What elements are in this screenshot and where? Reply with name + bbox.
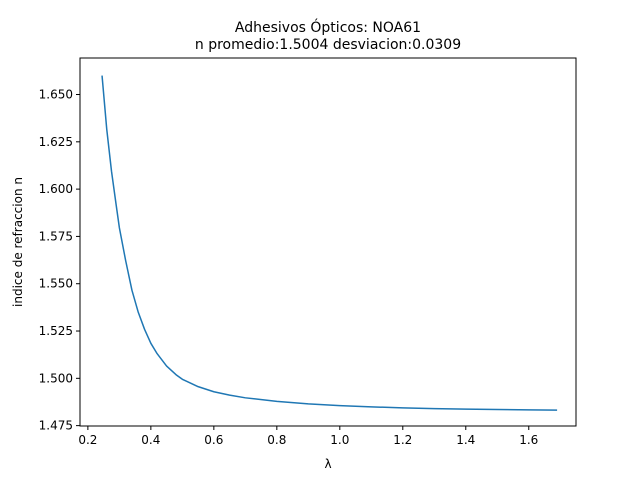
x-tick-label: 1.2 <box>393 433 412 447</box>
chart-subtitle: n promedio:1.5004 desviacion:0.0309 <box>195 37 461 53</box>
x-tick-label: 0.2 <box>78 433 97 447</box>
y-tick-label: 1.550 <box>39 277 73 291</box>
plot-area <box>79 57 577 427</box>
y-tick-label: 1.600 <box>39 182 73 196</box>
series-line-0 <box>101 75 558 411</box>
y-tick-label: 1.575 <box>39 229 73 243</box>
series-layer <box>101 75 558 411</box>
x-tick-label: 1.4 <box>456 433 475 447</box>
x-tick-label: 1.0 <box>330 433 349 447</box>
x-axis-label: λ <box>324 457 331 471</box>
y-tick-label: 1.625 <box>39 135 73 149</box>
y-axis-label: indice de refraccion n <box>11 177 25 307</box>
y-tick-label: 1.500 <box>39 371 73 385</box>
chart-title: Adhesivos Ópticos: NOA61 <box>235 18 421 36</box>
axes-frame <box>79 57 577 427</box>
x-tick-label: 0.4 <box>141 433 160 447</box>
x-axis: 0.2 0.4 0.6 0.8 1.0 1.2 1.4 1.6 <box>78 426 538 447</box>
x-tick-label: 1.6 <box>519 433 538 447</box>
y-tick-label: 1.650 <box>39 88 73 102</box>
y-tick-label: 1.525 <box>39 324 73 338</box>
x-tick-label: 0.6 <box>204 433 223 447</box>
y-axis: 1.475 1.500 1.525 1.550 1.575 1.600 1.625 1.650 <box>39 88 80 433</box>
y-tick-label: 1.475 <box>39 419 73 433</box>
x-tick-label: 0.8 <box>267 433 286 447</box>
